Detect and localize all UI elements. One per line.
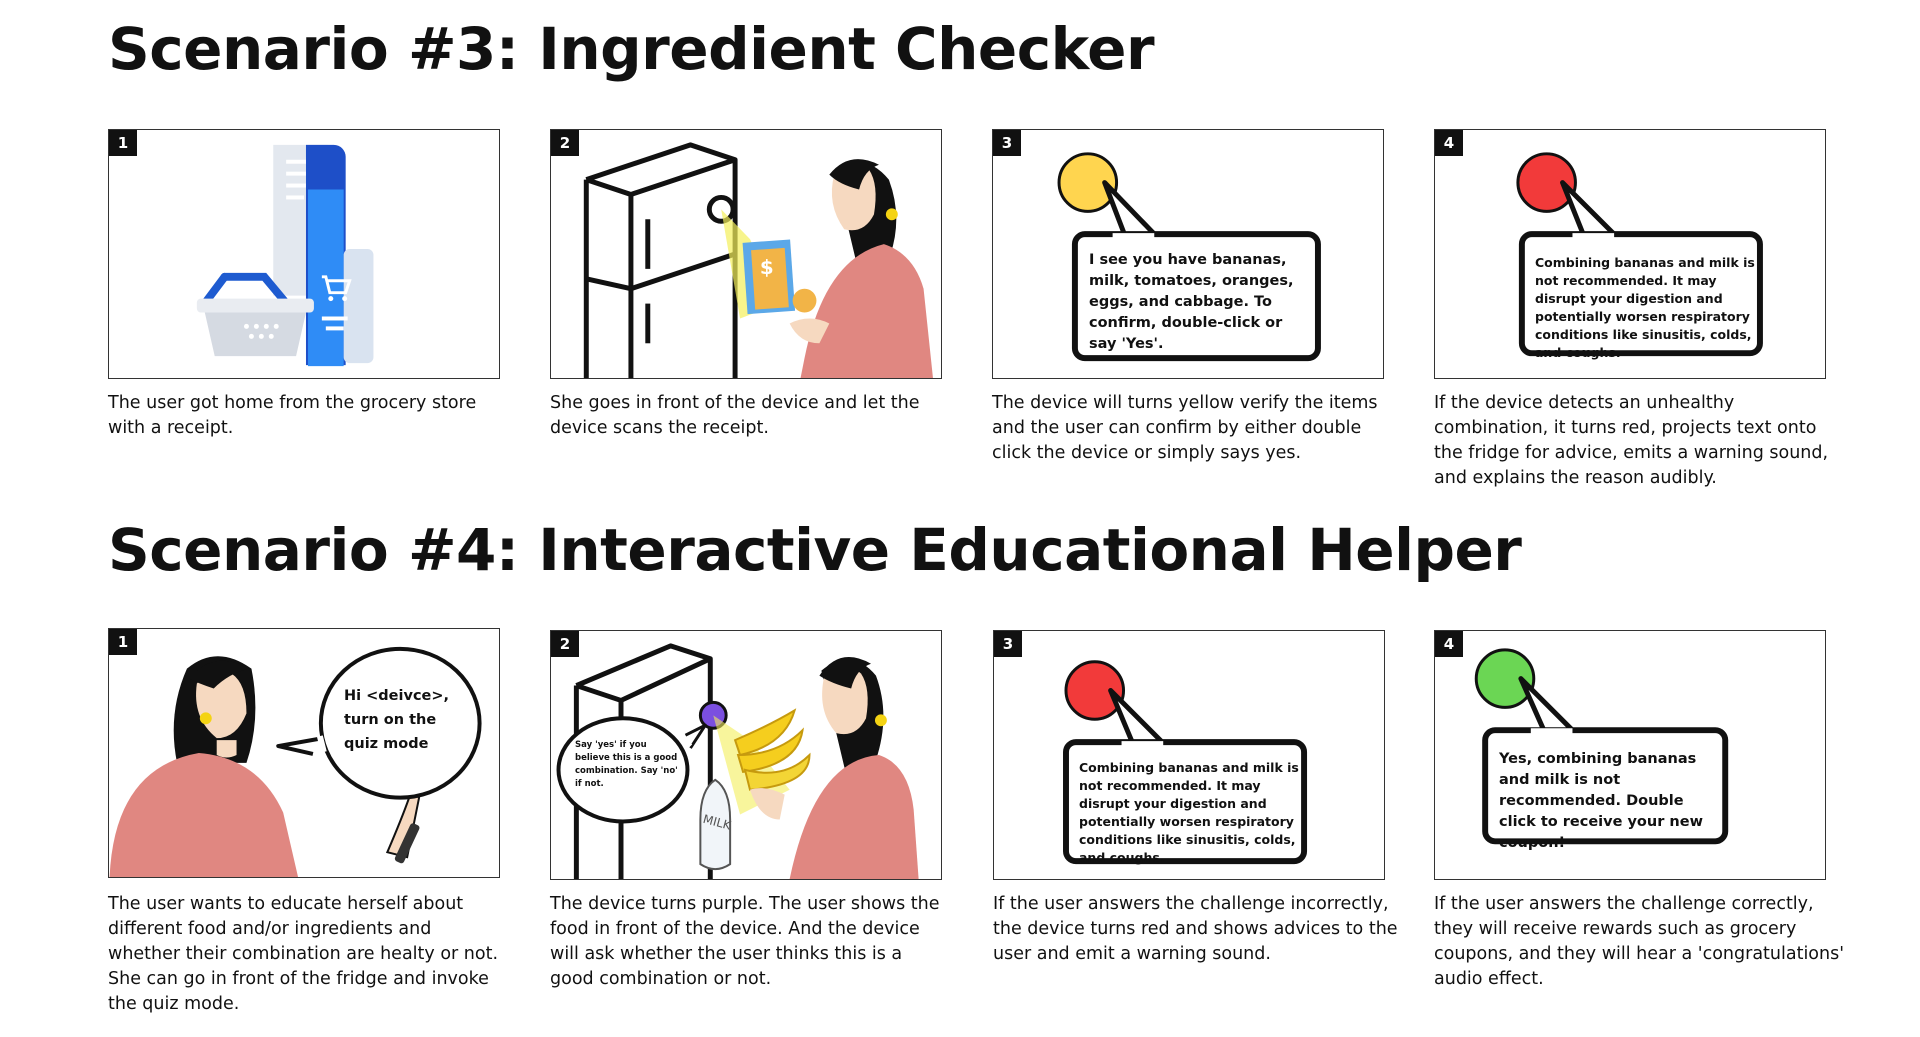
device-speech-text: Combining bananas and milk is not recomm… [1079, 760, 1299, 865]
milk-bottle-icon: MILK [699, 778, 734, 871]
speech-bubble-icon [1071, 231, 1321, 362]
scan-receipt-illustration: $ [583, 142, 933, 378]
panel-number-badge: 4 [1435, 631, 1463, 657]
panel-caption: The user wants to educate herself about … [108, 894, 499, 1014]
panel-number-badge: 4 [1435, 130, 1463, 156]
fridge-icon [583, 142, 738, 378]
panel-caption: She goes in front of the device and let … [550, 393, 920, 438]
device-speech-text: Combining bananas and milk is not recomm… [1535, 255, 1755, 360]
status-light-icon [1057, 152, 1119, 213]
panel-number-badge: 3 [994, 631, 1022, 657]
phone-icon [385, 794, 421, 864]
woman-illustration [109, 656, 299, 877]
panel-number-badge: 3 [993, 130, 1021, 156]
panel-caption: The device will turns yellow verify the … [992, 393, 1378, 463]
speech-bubble-icon [556, 716, 690, 824]
panel-number-badge: 2 [551, 631, 579, 657]
device-speech-text: Say 'yes' if you believe this is a good … [575, 740, 678, 789]
status-light-icon [1064, 660, 1126, 721]
woman-illustration [789, 159, 933, 378]
storyboard-panel-s3-1: 1 [108, 129, 500, 379]
storyboard-panel-s4-3: 3 Combining bananas and milk is not reco… [993, 630, 1385, 880]
woman-illustration [749, 657, 919, 879]
storyboard-panel-s3-3: 3 I see you have bananas, milk, tomatoes… [992, 129, 1384, 379]
device-speech-text: I see you have bananas, milk, tomatoes, … [1089, 252, 1294, 352]
storyboard-panel-s3-4: 4 Combining bananas and milk is not reco… [1434, 129, 1826, 379]
panel-caption: If the user answers the challenge correc… [1434, 894, 1845, 989]
receipt-basket-illustration [196, 144, 374, 367]
scenario-3-title: Scenario #3: Ingredient Checker [108, 15, 1155, 83]
panel-caption: The user got home from the grocery store… [108, 393, 477, 438]
speech-bubble-icon [1482, 727, 1729, 845]
panel-number-badge: 1 [109, 629, 137, 655]
panel-number-badge: 2 [551, 130, 579, 156]
panel-caption: If the device detects an unhealthy combi… [1434, 393, 1829, 488]
status-light-icon [1474, 648, 1536, 709]
speech-bubble-icon [318, 646, 482, 800]
banana-icon [733, 708, 811, 791]
panel-caption: If the user answers the challenge incorr… [993, 894, 1398, 964]
speech-bubble-icon [1063, 739, 1308, 865]
panel-number-badge: 1 [109, 130, 137, 156]
svg-text:$: $ [760, 256, 774, 279]
speech-bubble-icon [1518, 231, 1763, 357]
cart-icon [321, 275, 352, 331]
device-speech-text: Yes, combining bananas and milk is not r… [1499, 751, 1703, 851]
storyboard-panel-s4-2: 2 MILK Say 'yes' if you [550, 630, 942, 880]
user-speech-text: Hi <deivce>, turn on the quiz mode [344, 688, 450, 752]
storyboard-panel-s4-1: 1 Hi <deivce>, turn on the quiz mode [108, 628, 500, 878]
storyboard-panel-s4-4: 4 Yes, combining bananas and milk is not… [1434, 630, 1826, 880]
receipt-icon: $ [742, 239, 817, 315]
panel-caption: The device turns purple. The user shows … [550, 894, 940, 989]
status-light-icon [1516, 152, 1577, 213]
shopping-basket-icon [196, 272, 314, 357]
storyboard-panel-s3-2: 2 $ [550, 129, 942, 379]
scenario-4-title: Scenario #4: Interactive Educational Hel… [108, 516, 1522, 584]
